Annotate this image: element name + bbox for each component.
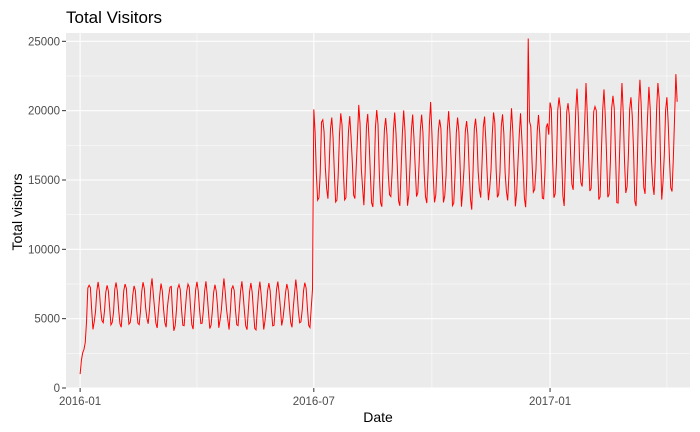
x-tick-label: 2016-01 — [59, 396, 101, 408]
y-tick-label: 5000 — [34, 314, 60, 326]
chart-title: Total Visitors — [66, 8, 162, 27]
x-tick-label: 2016-07 — [293, 396, 335, 408]
x-tick-label: 2017-01 — [529, 396, 571, 408]
y-tick-label: 0 — [54, 383, 60, 395]
plot-panel — [66, 33, 690, 388]
y-axis-label: Total visitors — [9, 173, 25, 250]
x-axis-label: Date — [363, 409, 393, 425]
x-axis-ticks: 2016-01 2016-07 2017-01 — [59, 388, 571, 408]
y-tick-label: 15000 — [28, 175, 60, 187]
y-axis-ticks: 0 5000 10000 15000 20000 25000 — [28, 36, 66, 395]
series-line-total-visitors — [79, 38, 678, 375]
grid-lines — [66, 6, 690, 389]
y-tick-label: 20000 — [28, 106, 60, 118]
y-tick-label: 10000 — [28, 244, 60, 256]
y-tick-label: 25000 — [28, 36, 60, 48]
